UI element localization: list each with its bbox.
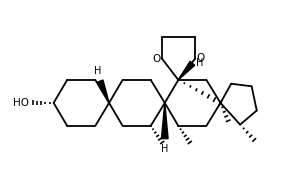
Text: H: H <box>196 58 204 68</box>
Polygon shape <box>97 80 109 103</box>
Text: HO: HO <box>13 98 29 108</box>
Polygon shape <box>178 61 195 80</box>
Text: H: H <box>161 144 168 154</box>
Text: H: H <box>95 66 102 76</box>
Polygon shape <box>161 103 168 139</box>
Text: O: O <box>196 53 205 63</box>
Text: O: O <box>153 54 161 64</box>
